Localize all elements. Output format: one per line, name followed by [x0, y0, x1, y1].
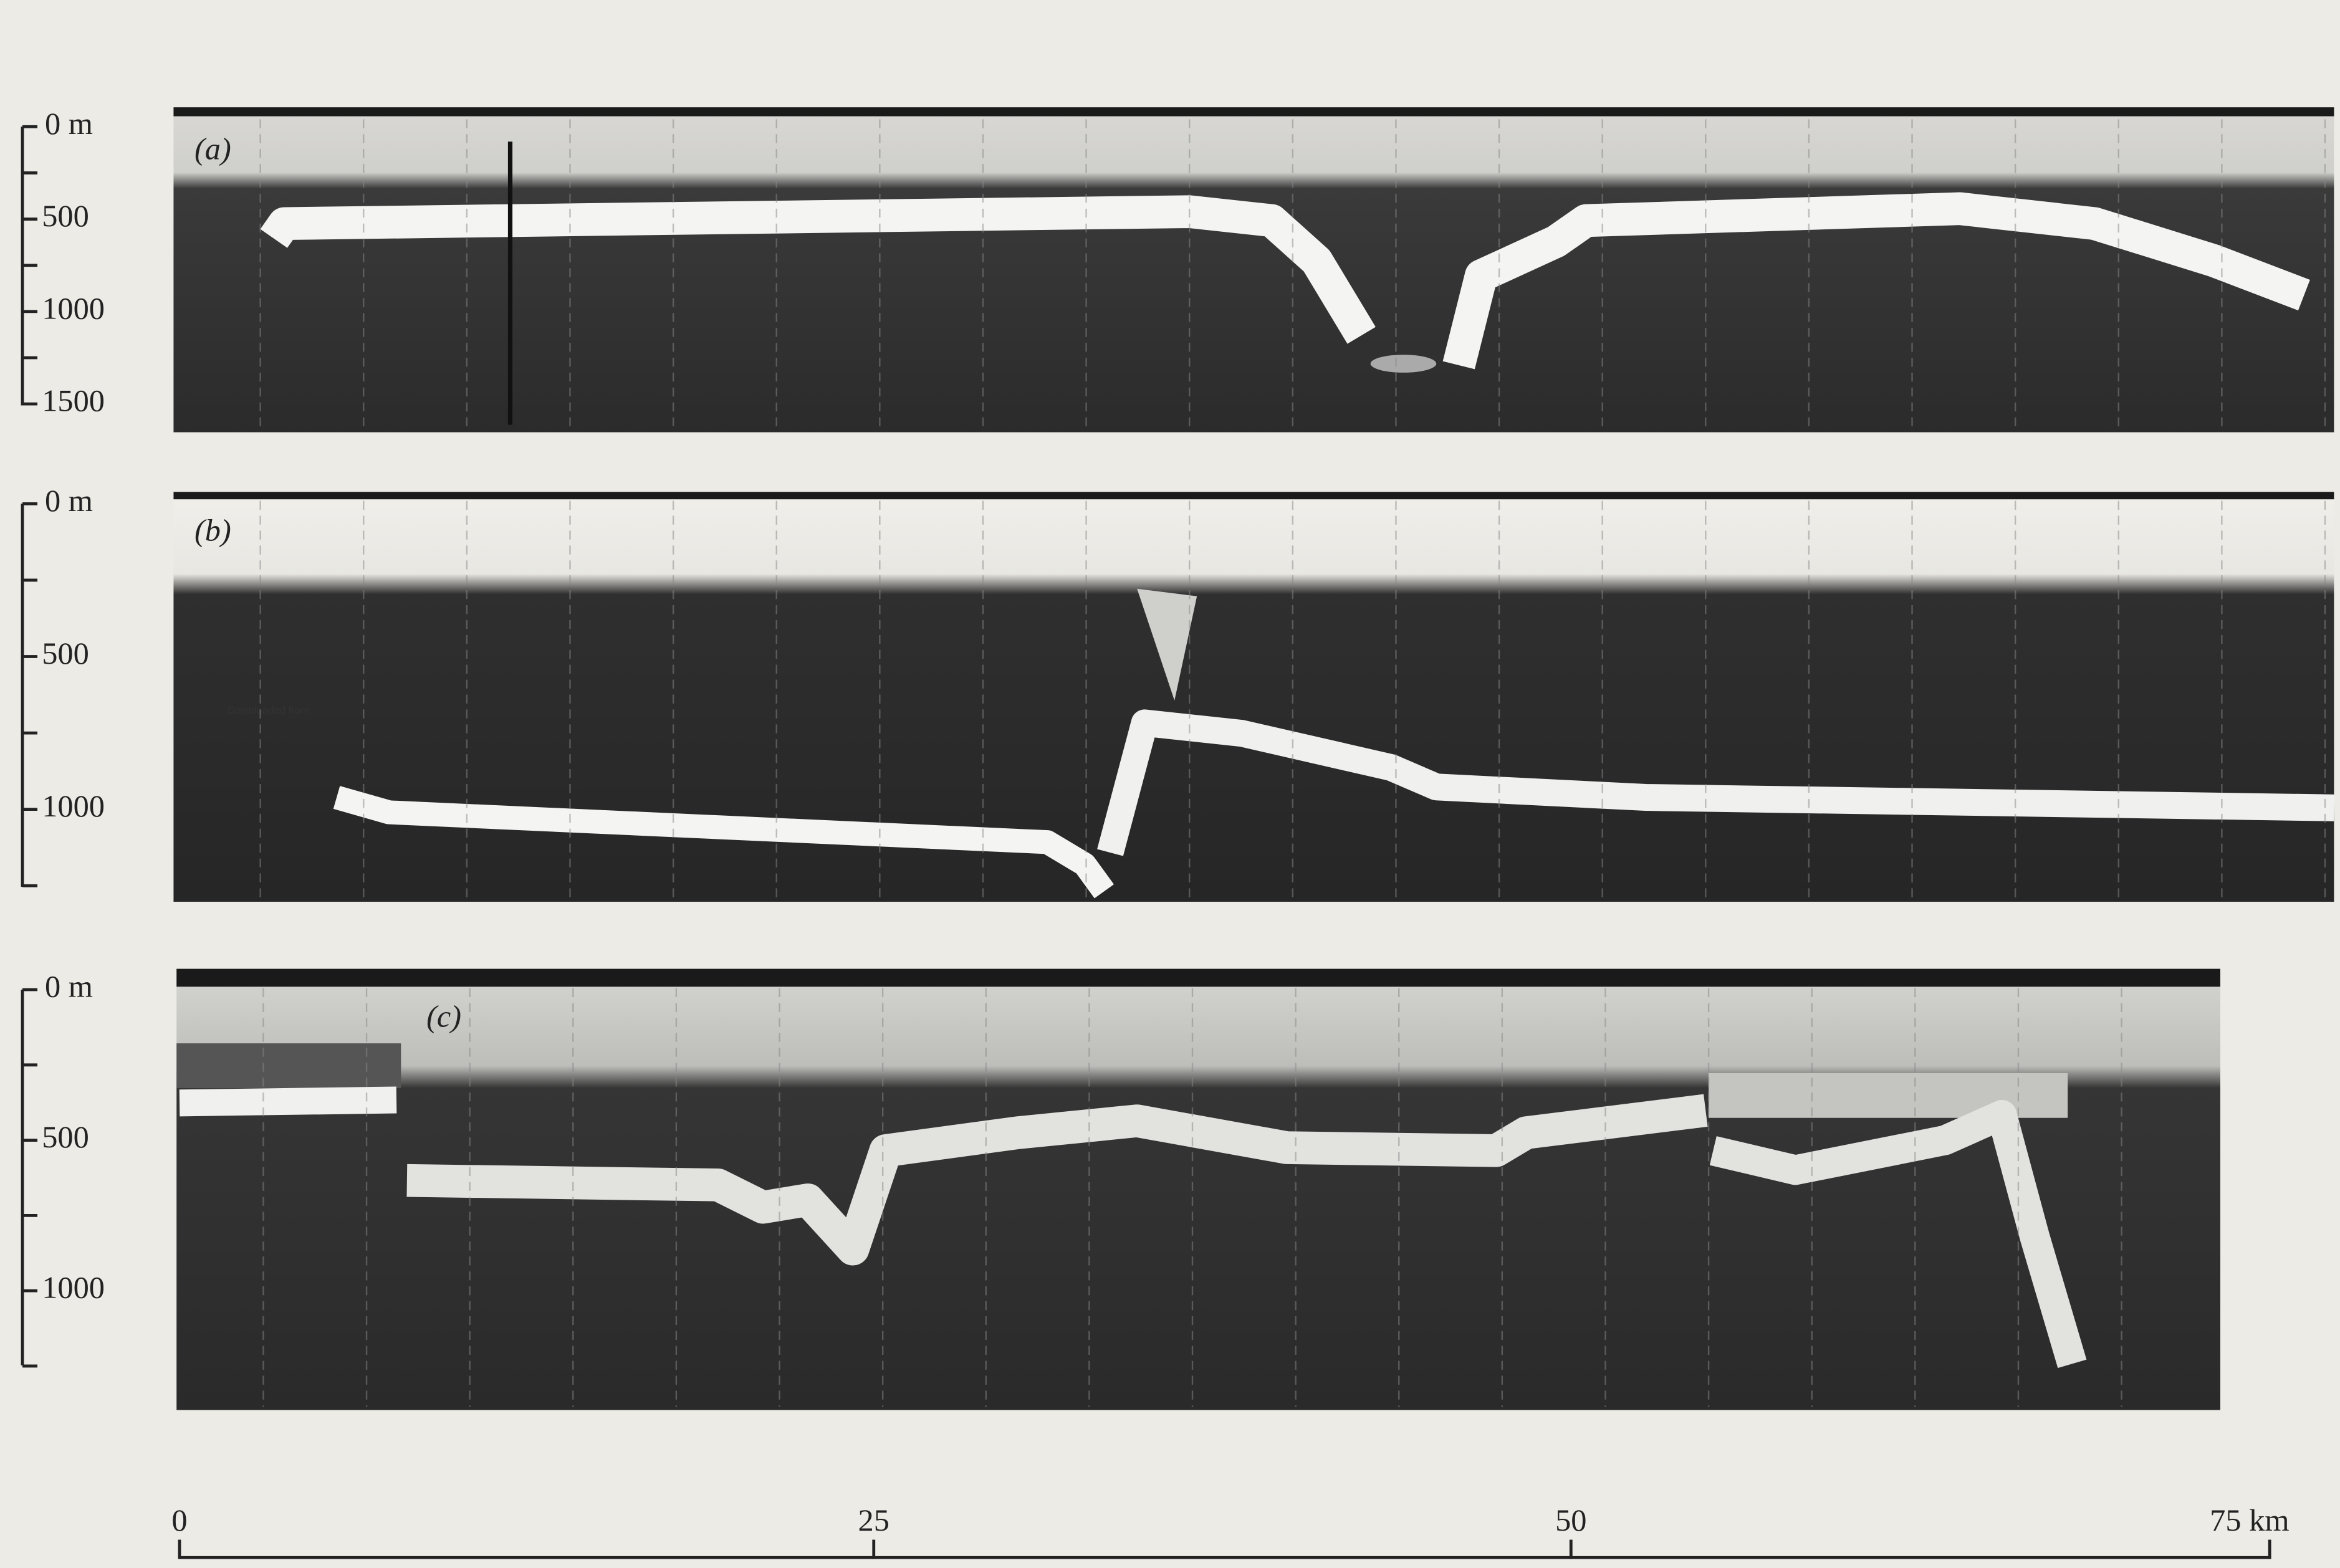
- panel-top-bar: [173, 107, 2334, 116]
- depth-tick-label: 500: [42, 636, 89, 671]
- panel-label: (a): [194, 131, 231, 166]
- distance-tick-label: 25: [858, 1503, 889, 1537]
- distance-tick-label: 50: [1555, 1503, 1586, 1537]
- depth-tick-label: 500: [42, 1119, 89, 1154]
- echo-panel-b: [173, 492, 2334, 902]
- bed-echo: [180, 1100, 396, 1103]
- depth-tick-label: 1000: [42, 788, 105, 823]
- echo-panel-a: [173, 107, 2334, 432]
- panel-top-bar: [173, 492, 2334, 499]
- panel-label: (b): [194, 513, 231, 548]
- bed-echo: [1371, 355, 1437, 373]
- figure: (a) (b) (c) Downloaded from 0 m500100015…: [0, 0, 2340, 1568]
- depth-tick-label: 1000: [42, 290, 105, 325]
- shallow-layer: [176, 1043, 401, 1088]
- depth-tick-label: 0 m: [45, 969, 93, 1004]
- distance-tick-label: 75 km: [2210, 1503, 2289, 1537]
- depth-tick-label: 500: [42, 198, 89, 233]
- distance-tick-label: 0: [171, 1503, 187, 1537]
- watermark: Downloaded from: [228, 704, 310, 716]
- depth-tick-label: 1500: [42, 383, 105, 418]
- panel-top-bar: [176, 969, 2220, 987]
- depth-tick-label: 0 m: [45, 106, 93, 141]
- panel-label: (c): [426, 998, 461, 1033]
- page: (a) (b) (c) Downloaded from 0 m500100015…: [0, 0, 2340, 1568]
- depth-tick-label: 0 m: [45, 483, 93, 518]
- depth-tick-label: 1000: [42, 1270, 105, 1305]
